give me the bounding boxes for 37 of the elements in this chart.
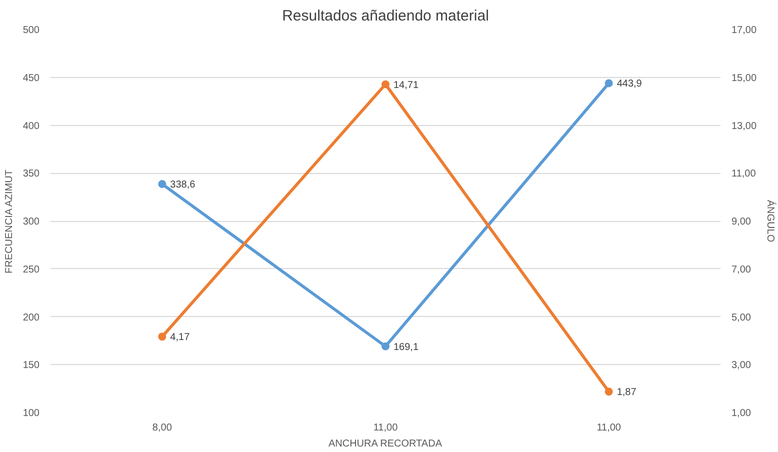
- y-tick-label: 450: [22, 72, 40, 84]
- y-tick-label: 350: [22, 168, 40, 180]
- x-tick-label: 11,00: [373, 422, 398, 434]
- y2-tick-label: 1,00: [732, 408, 752, 419]
- point: [604, 79, 613, 88]
- y-tick-label: 300: [22, 216, 40, 228]
- y2-tick-label: 3,00: [732, 360, 752, 372]
- point: [382, 80, 390, 88]
- y-tick-label: 100: [22, 408, 40, 419]
- y-tick-label: 400: [22, 120, 40, 132]
- point: [604, 388, 613, 396]
- point: [158, 332, 166, 341]
- y2-tick-label: 15,00: [732, 72, 757, 84]
- y2-tick-label: 5,00: [732, 312, 752, 324]
- y2-axis-title: ÁNGULO: [764, 200, 777, 242]
- y-tick-label: 250: [22, 264, 40, 276]
- y2-tick-label: 9,00: [732, 216, 752, 228]
- y-tick-label: 200: [22, 312, 40, 324]
- x-tick-label: 11,00: [596, 422, 622, 434]
- data-label: 338,6: [170, 180, 196, 191]
- y2-tick-label: 13,00: [732, 120, 757, 132]
- chart-title: Resultados añadiendo material: [282, 8, 489, 24]
- point: [158, 180, 166, 188]
- x-tick-label: 8,00: [152, 422, 172, 434]
- data-label: 4,17: [170, 332, 190, 344]
- data-label: 14,71: [394, 80, 419, 91]
- y2-tick-label: 11,00: [732, 168, 756, 180]
- point: [382, 342, 390, 350]
- y2-tick-label: 7,00: [732, 264, 752, 276]
- data-label: 169,1: [394, 342, 419, 353]
- data-label: 443,9: [616, 78, 642, 90]
- x-axis-title: ANCHURA RECORTADA: [328, 438, 442, 450]
- data-label: 1,87: [616, 387, 637, 398]
- y2-tick-label: 17,00: [732, 25, 757, 36]
- y-tick-label: 500: [22, 25, 40, 36]
- y-axis-title: FRECUENCIA AZIMUT: [4, 170, 15, 274]
- y-tick-label: 150: [22, 360, 40, 372]
